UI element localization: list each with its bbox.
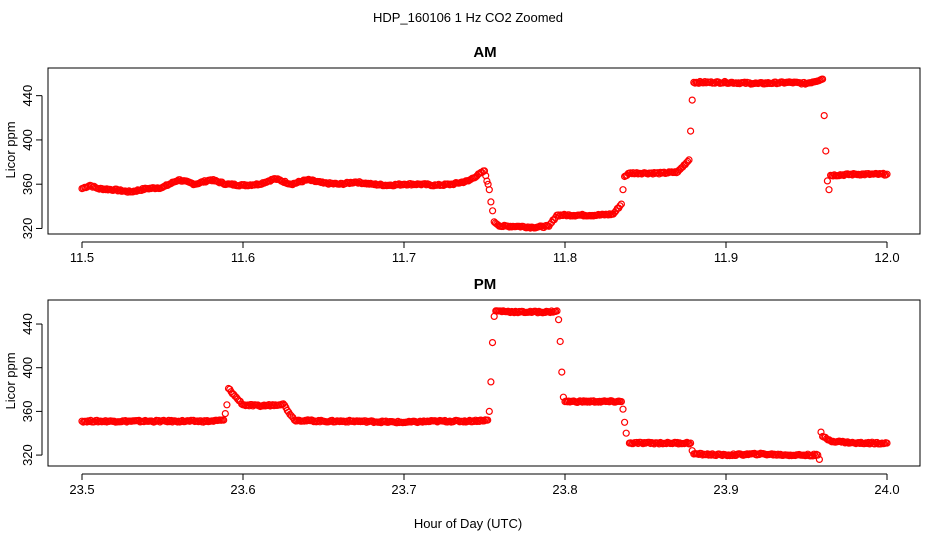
pm-data-point [809,452,817,460]
am-y-tick-label: 360 [20,173,35,195]
pm-series [78,307,891,463]
am-plot-frame [47,67,921,235]
pm-data-point [883,439,891,447]
pm-data-point [617,398,626,406]
pm-data-point [815,455,824,463]
am-data-point [604,211,612,219]
pm-plot-frame [47,299,921,467]
am-x-tick-label: 11.5 [70,250,94,265]
pm-data-point [554,316,563,324]
am-data-point [617,200,626,208]
am-data-point [883,170,891,178]
am-y-axis-label: Licor ppm [3,121,18,178]
pm-x-tick-label: 24.0 [874,482,899,497]
pm-panel-title: PM [474,276,497,293]
am-data-point [480,167,489,175]
am-data-point [823,177,832,185]
am-x-tick-label: 12.0 [874,250,899,265]
am-series [78,75,891,232]
pm-data-point [223,401,231,409]
am-y-tick-label: 400 [20,129,35,151]
am-data-point [619,186,627,194]
am-data-point [421,180,429,188]
pm-data-point [488,339,497,347]
pm-data-point [810,450,818,458]
am-y-tick-label: 440 [20,85,35,107]
pm-panel: PM Licor ppm 23.5 23.6 23.7 23.8 23.9 24.0 320… [3,276,921,497]
pm-x-tick-label: 23.7 [391,482,416,497]
pm-data-point [620,418,629,426]
am-panel-title: AM [473,44,496,61]
x-axis-label: Hour of Day (UTC) [414,516,522,531]
pm-y-tick-label: 440 [20,313,35,335]
am-data-point [688,96,696,104]
pm-x-tick-label: 23.9 [713,482,738,497]
pm-y-tick-label: 360 [20,401,35,423]
am-data-point [485,186,493,194]
pm-x-tick-label: 23.8 [552,482,577,497]
am-data-point [686,127,695,135]
pm-data-point [556,337,564,346]
am-data-point [818,75,827,83]
am-x-tick-label: 11.7 [392,250,416,265]
am-x-tick-label: 11.9 [714,250,738,265]
am-data-point [685,156,693,164]
pm-data-point [485,407,493,415]
pm-x-tick-label: 23.5 [69,482,94,497]
pm-data-point [221,410,229,418]
pm-data-point [728,451,736,460]
pm-data-point [270,402,278,410]
pm-data-point [619,405,627,413]
am-data-point [605,210,614,218]
pm-data-point [553,307,561,315]
pm-data-point [484,416,492,424]
pm-data-point [487,378,495,386]
pm-data-point [558,368,566,376]
pm-data-point [220,416,228,424]
am-data-point [684,157,692,165]
am-y-tick-label: 320 [20,218,35,240]
am-data-point [487,198,495,206]
am-x-tick-label: 11.8 [553,250,577,265]
am-panel: AM Licor ppm 11.5 11.6 11.7 11.8 11.9 12.0 320… [3,44,921,265]
pm-y-axis-label: Licor ppm [3,352,18,409]
pm-data-point [622,429,630,437]
pm-y-tick-label: 320 [20,444,35,466]
figure-title: HDP_160106 1 Hz CO2 Zoomed [373,10,563,25]
am-data-point [822,147,830,155]
am-data-point [820,111,828,120]
am-data-point [616,202,624,210]
pm-y-tick-label: 400 [20,357,35,379]
am-data-point [825,186,833,194]
pm-data-point [686,439,695,447]
am-data-point [483,177,491,185]
am-data-point [740,78,749,86]
am-x-tick-label: 11.6 [231,250,255,265]
pm-data-point [814,451,822,459]
pm-data-point [811,451,819,460]
pm-x-tick-label: 23.6 [230,482,255,497]
am-data-point [489,207,497,215]
